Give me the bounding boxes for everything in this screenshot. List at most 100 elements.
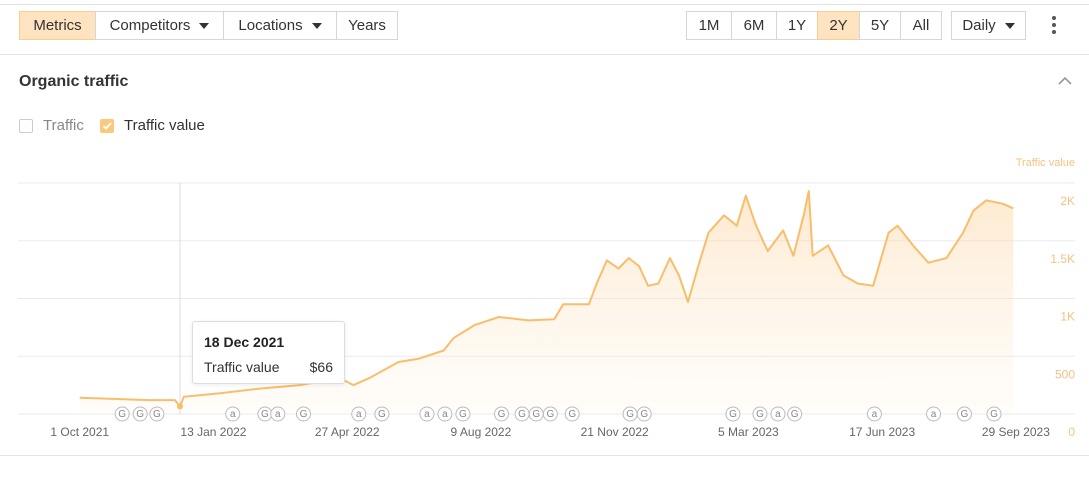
y-axis-title: Traffic value — [1016, 157, 1075, 169]
annotation-marker — [787, 406, 803, 422]
annotation-label: G — [791, 409, 799, 420]
tab-button[interactable]: Metrics — [19, 11, 96, 40]
legend-item[interactable]: Traffic value — [100, 117, 205, 134]
annotation-marker — [419, 406, 435, 422]
annotation-marker — [493, 406, 509, 422]
annotation-label: G — [300, 409, 308, 420]
tab-button-label: Metrics — [33, 17, 82, 34]
tab-button[interactable]: Competitors — [95, 11, 224, 40]
tab-button-label: Years — [348, 17, 386, 34]
annotation-label: a — [931, 409, 937, 420]
range-button-label: 6M — [743, 17, 765, 34]
x-tick-label: 21 Nov 2022 — [581, 425, 649, 439]
annotation-label: G — [153, 409, 161, 420]
annotation-label: G — [136, 409, 144, 420]
annotation-label: a — [275, 409, 281, 420]
annotation-label: a — [872, 409, 878, 420]
range-button-label: 1Y — [787, 17, 807, 34]
annotation-marker — [926, 406, 942, 422]
interval-dropdown[interactable]: Daily — [951, 11, 1026, 40]
annotation-label: G — [640, 409, 648, 420]
annotation-label: G — [546, 409, 554, 420]
y-tick-label: 2K — [1060, 194, 1075, 208]
annotation-label: G — [459, 409, 467, 420]
line — [79, 190, 1014, 408]
annotation-marker — [374, 406, 390, 422]
range-button[interactable]: 5Y — [859, 11, 901, 40]
annotation-label: G — [532, 409, 540, 420]
range-button-label: 2Y — [829, 17, 848, 34]
checkbox[interactable] — [100, 118, 114, 133]
x-tick-label: 29 Sep 2023 — [982, 425, 1050, 439]
checkbox[interactable] — [19, 118, 33, 133]
annotation-label: G — [518, 409, 526, 420]
annotation-marker — [225, 406, 241, 422]
annotation-label: a — [356, 409, 362, 420]
legend-item[interactable]: Traffic — [19, 117, 84, 134]
annotation-marker — [132, 406, 148, 422]
annotation-label: a — [442, 409, 448, 420]
annotation-label: a — [775, 409, 781, 420]
annotation-marker — [437, 406, 453, 422]
top-border — [0, 4, 1089, 5]
x-tick-label: 5 Mar 2023 — [718, 425, 779, 439]
tab-button[interactable]: Years — [336, 11, 398, 40]
range-button[interactable]: All — [900, 11, 942, 40]
tooltip-point — [177, 403, 184, 410]
annotation-marker — [270, 406, 286, 422]
legend-label: Traffic value — [124, 117, 205, 134]
annotation-label: a — [424, 409, 430, 420]
annotation-marker — [866, 406, 882, 422]
annotation-marker — [725, 406, 741, 422]
range-button[interactable]: 1M — [686, 11, 732, 40]
tooltip: 18 Dec 2021 Traffic value $66 — [192, 321, 345, 384]
x-tick-label: 9 Aug 2022 — [451, 425, 512, 439]
x-tick-label: 17 Jun 2023 — [849, 425, 915, 439]
annotation-marker — [986, 406, 1002, 422]
range-button[interactable]: 6M — [731, 11, 777, 40]
dropdown-caret — [1004, 22, 1015, 29]
annotation-label: G — [626, 409, 634, 420]
annotation-marker — [770, 406, 786, 422]
x-tick-label: 1 Oct 2021 — [50, 425, 109, 439]
x-tick-label: 27 Apr 2022 — [315, 425, 380, 439]
more-menu[interactable] — [1052, 16, 1056, 34]
annotation-marker — [564, 406, 580, 422]
tab-button-label: Locations — [238, 17, 303, 34]
annotation-marker — [351, 406, 367, 422]
annotation-label: G — [990, 409, 998, 420]
annotation-label: G — [961, 409, 969, 420]
annotation-label: G — [118, 409, 126, 420]
annotation-label: G — [378, 409, 386, 420]
annotation-label: G — [756, 409, 764, 420]
annotation-label: G — [568, 409, 576, 420]
legend-label: Traffic — [43, 117, 84, 134]
annotation-label: G — [729, 409, 737, 420]
y-tick-label: 0 — [1068, 425, 1075, 439]
chart: Traffic value 0 500 1K 1.5K 2K 1 Oct 2021 13 J… — [18, 157, 1075, 439]
range-button-label: 5Y — [870, 17, 890, 34]
annotation-marker — [636, 406, 652, 422]
range-button[interactable]: 2Y — [817, 11, 860, 40]
collapse-chevron[interactable] — [1058, 76, 1072, 86]
bottom-border — [0, 455, 1089, 456]
annotation-marker — [956, 406, 972, 422]
y-tick-label: 500 — [1055, 367, 1075, 381]
tab-button[interactable]: Locations — [223, 11, 337, 40]
area-fill — [79, 191, 1014, 414]
range-button-label: All — [912, 17, 930, 34]
x-tick-label: 13 Jan 2022 — [180, 425, 246, 439]
divider — [0, 54, 1089, 55]
range-button[interactable]: 1Y — [776, 11, 818, 40]
annotation-label: G — [498, 409, 506, 420]
annotation-marker — [542, 406, 558, 422]
annotation-label: G — [261, 409, 269, 420]
annotation-marker — [295, 406, 311, 422]
section-title: Organic traffic — [19, 73, 129, 90]
annotation-marker — [149, 406, 165, 422]
dropdown-caret — [311, 22, 322, 29]
y-tick-label: 1K — [1060, 310, 1075, 324]
tab-button-label: Competitors — [109, 17, 191, 34]
annotation-marker — [455, 406, 471, 422]
